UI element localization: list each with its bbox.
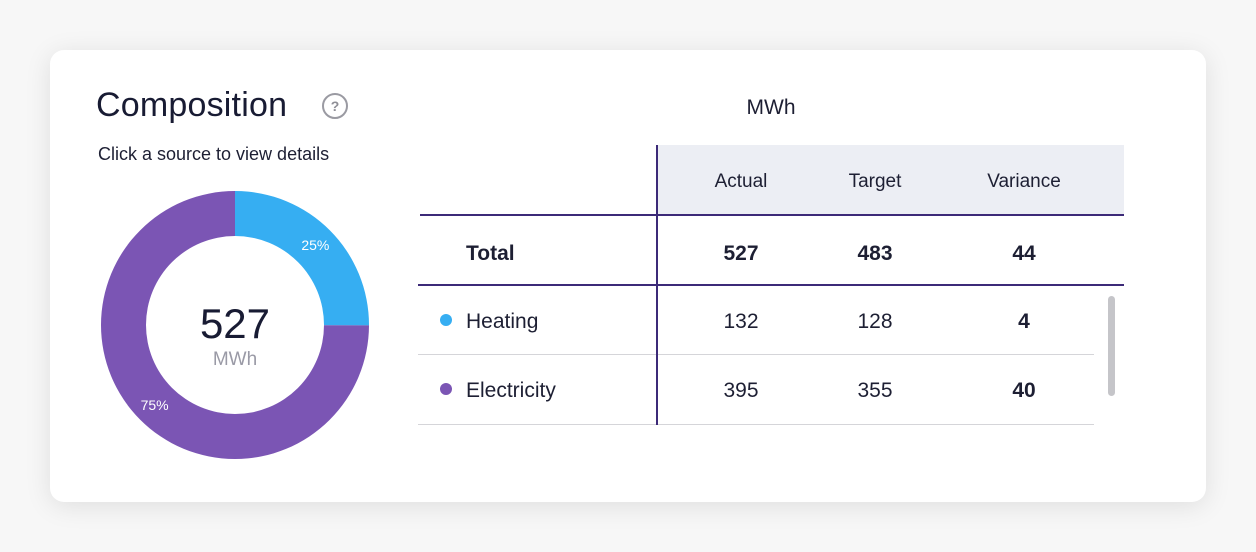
row-label-electricity: Electricity: [466, 379, 556, 402]
composition-donut-chart: 25% 75% 527 MWh: [100, 191, 369, 459]
heating-legend-dot: [440, 314, 452, 326]
row-target-electricity: 355: [857, 379, 893, 402]
column-header-actual: Actual: [714, 171, 768, 192]
donut-center-unit: MWh: [213, 349, 257, 370]
total-target: 483: [857, 242, 893, 265]
donut-slice-electricity[interactable]: [100, 191, 369, 459]
row-divider: [418, 424, 1094, 425]
electricity-legend-dot: [440, 383, 452, 395]
row-target-heating: 128: [857, 310, 893, 333]
total-variance: 44: [1012, 242, 1036, 265]
row-actual-heating: 132: [723, 310, 759, 333]
table-row-heating[interactable]: Heating 132 128 4: [418, 286, 1094, 354]
question-mark-icon[interactable]: ?: [322, 93, 348, 119]
donut-center-value: 527: [200, 300, 270, 347]
column-header-variance: Variance: [987, 171, 1061, 192]
composition-card: Composition ? Click a source to view det…: [50, 50, 1206, 502]
label-column-divider: [656, 145, 658, 425]
header-divider: [420, 214, 1124, 216]
composition-table: Actual Target Variance Total 527 483 44 …: [418, 145, 1124, 435]
row-divider: [418, 354, 1094, 355]
table-unit-header: MWh: [746, 96, 796, 119]
table-scrollbar[interactable]: [1108, 296, 1115, 396]
donut-label-heating: 25%: [301, 237, 329, 253]
row-variance-electricity: 40: [1012, 379, 1036, 402]
total-divider: [418, 284, 1124, 286]
column-header-target: Target: [848, 171, 902, 192]
row-variance-heating: 4: [1018, 310, 1030, 333]
card-title: Composition: [96, 86, 288, 124]
card-subtitle: Click a source to view details: [98, 144, 330, 164]
donut-slice-heating[interactable]: [235, 191, 369, 326]
total-label: Total: [466, 242, 515, 265]
table-row-electricity[interactable]: Electricity 395 355 40: [418, 355, 1094, 423]
donut-label-electricity: 75%: [141, 397, 169, 413]
row-label-heating: Heating: [466, 310, 539, 333]
total-actual: 527: [723, 242, 759, 265]
row-actual-electricity: 395: [723, 379, 759, 402]
table-header-background: [656, 145, 1124, 215]
